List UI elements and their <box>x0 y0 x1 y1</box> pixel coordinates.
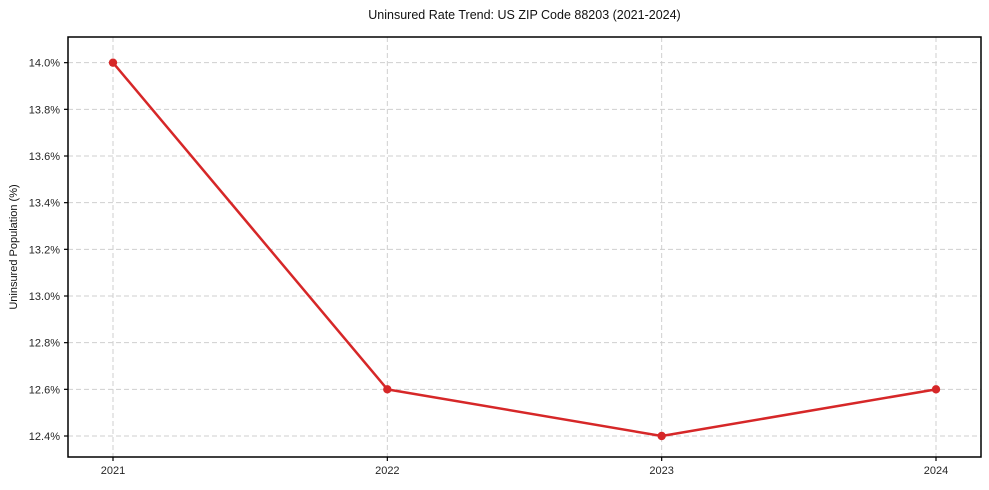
y-tick-label: 14.0% <box>29 58 60 70</box>
plot-border <box>67 36 982 458</box>
y-tick-label: 13.6% <box>29 151 60 163</box>
y-tick-label: 13.4% <box>29 198 60 210</box>
chart-title: Uninsured Rate Trend: US ZIP Code 88203 … <box>368 8 681 22</box>
x-tick-label: 2023 <box>649 465 673 477</box>
y-tick-label: 12.8% <box>29 338 60 350</box>
x-tick-label: 2024 <box>924 465 948 477</box>
data-point-marker <box>657 431 666 441</box>
x-tick-label: 2022 <box>375 465 399 477</box>
y-tick-label: 13.0% <box>29 291 60 303</box>
y-tick-label: 13.8% <box>29 104 60 116</box>
x-tick-label: 2021 <box>101 465 125 477</box>
y-tick-label: 12.6% <box>29 384 60 396</box>
y-tick-label: 13.2% <box>29 244 60 256</box>
data-line <box>111 61 938 438</box>
data-point-marker <box>931 385 941 394</box>
y-tick-label: 12.4% <box>29 431 60 443</box>
data-point-marker <box>108 58 118 67</box>
data-point-marker <box>383 385 392 394</box>
